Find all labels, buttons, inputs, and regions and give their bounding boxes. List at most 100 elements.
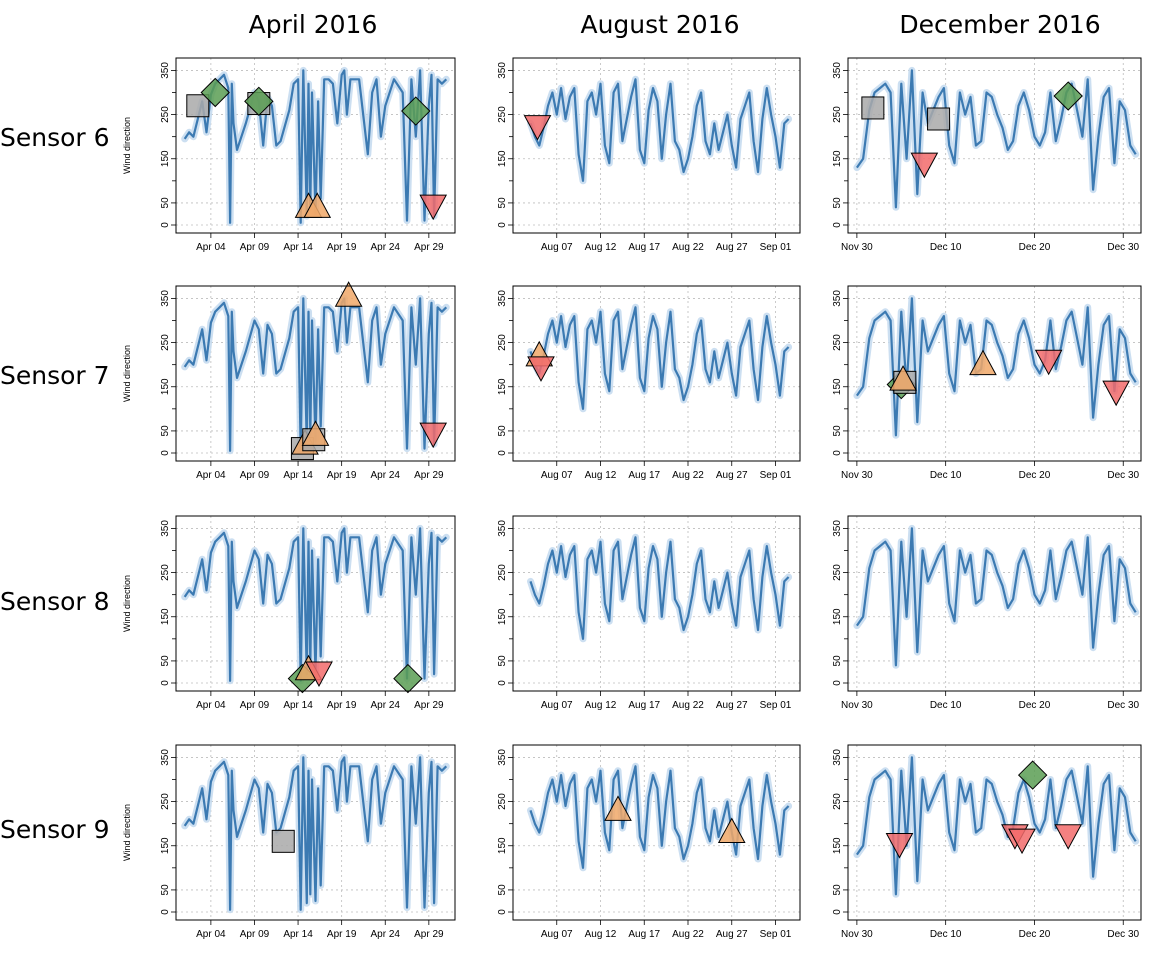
marker-diamond: [200, 77, 230, 108]
y-tick-label: 350: [497, 749, 508, 766]
x-tick-label: Aug 07: [541, 700, 573, 711]
y-tick-label: 0: [160, 222, 171, 228]
y-tick-label: 50: [497, 197, 508, 209]
y-tick-label: 150: [160, 378, 171, 395]
y-tick-label: 250: [160, 334, 171, 351]
x-tick-label: Aug 27: [716, 700, 748, 711]
y-tick-label: 350: [832, 520, 843, 537]
chart-panels: 0 50 150 250 350 Apr 04 Apr 09 Apr 14 Apr 19 Apr …: [122, 57, 1142, 940]
marker-square: [861, 96, 885, 120]
y-tick-label: 50: [832, 655, 843, 667]
y-tick-label: 150: [497, 608, 508, 625]
x-tick-label: Apr 04: [196, 242, 226, 253]
y-tick-label: 150: [832, 608, 843, 625]
marker-triangle-up: [301, 420, 330, 446]
x-tick-label: Apr 24: [371, 242, 401, 253]
series-line: [183, 756, 448, 911]
marker-triangle-down: [419, 194, 448, 221]
x-tick-label: Dec 20: [1019, 929, 1051, 940]
marker-diamond: [393, 663, 423, 694]
y-tick-label: 50: [832, 425, 843, 437]
y-axis-label: Wind direction: [122, 345, 132, 402]
x-tick-label: Apr 19: [327, 470, 357, 481]
x-tick-label: Aug 07: [541, 470, 573, 481]
x-tick-label: Nov 30: [841, 700, 873, 711]
y-tick-label: 250: [497, 793, 508, 810]
x-tick-label: Apr 09: [240, 242, 270, 253]
x-tick-label: Apr 19: [327, 242, 357, 253]
plot-frame: [847, 515, 1142, 692]
row-label: Sensor 8: [0, 587, 110, 616]
y-tick-label: 150: [832, 150, 843, 167]
y-tick-label: 0: [497, 680, 508, 686]
y-tick-label: 0: [160, 450, 171, 456]
x-tick-label: Apr 24: [371, 470, 401, 481]
x-tick-label: Dec 20: [1019, 700, 1051, 711]
x-tick-label: Apr 09: [240, 929, 270, 940]
y-tick-label: 50: [160, 884, 171, 896]
y-tick-label: 250: [497, 334, 508, 351]
x-tick-label: Apr 14: [283, 242, 313, 253]
row-label: Sensor 7: [0, 361, 110, 390]
y-tick-label: 350: [832, 749, 843, 766]
y-tick-label: 0: [832, 222, 843, 228]
column-title: April 2016: [249, 10, 378, 39]
chart-panel: 0 50 150 250 350 Nov 30 Dec 10 Dec 20 Dec 30: [832, 515, 1142, 711]
x-tick-label: Apr 14: [283, 700, 313, 711]
marker-triangle-down: [527, 356, 555, 382]
y-tick-label: 50: [497, 884, 508, 896]
x-tick-label: Nov 30: [841, 470, 873, 481]
x-tick-label: Aug 17: [628, 929, 660, 940]
marker-triangle-down: [305, 661, 333, 688]
x-tick-label: Dec 10: [930, 242, 962, 253]
y-tick-label: 0: [497, 222, 508, 228]
chart-panel: 0 50 150 250 350 Apr 04 Apr 09 Apr 14 Apr 19 Apr …: [122, 744, 456, 940]
series-line: [529, 306, 790, 410]
x-tick-label: Aug 27: [716, 470, 748, 481]
series-line: [183, 297, 448, 452]
plot-frame: [847, 744, 1142, 921]
row-label: Sensor 6: [0, 123, 110, 152]
plot-frame: [175, 744, 456, 921]
x-tick-label: Apr 14: [283, 470, 313, 481]
plot-frame: [847, 285, 1142, 462]
x-tick-label: Dec 30: [1107, 242, 1139, 253]
row-labels: Sensor 6 Sensor 7 Sensor 8 Sensor 9: [0, 123, 110, 844]
plot-frame: [175, 57, 456, 234]
plot-frame: [512, 285, 801, 462]
y-tick-label: 50: [160, 197, 171, 209]
marker-square: [927, 107, 951, 131]
y-tick-label: 350: [497, 62, 508, 79]
y-tick-label: 50: [160, 425, 171, 437]
series-line: [529, 78, 790, 182]
x-tick-label: Sep 01: [760, 470, 792, 481]
marker-triangle-up: [717, 817, 746, 843]
y-tick-label: 150: [832, 837, 843, 854]
chart-panel: 0 50 150 250 350 Nov 30 Dec 10 Dec 20 Dec 30: [832, 285, 1142, 481]
x-tick-label: Apr 19: [327, 700, 357, 711]
y-tick-label: 0: [160, 680, 171, 686]
x-tick-label: Apr 24: [371, 929, 401, 940]
marker-triangle-down: [910, 152, 939, 179]
y-axis-label: Wind direction: [122, 117, 132, 174]
y-tick-label: 50: [497, 655, 508, 667]
x-tick-label: Apr 19: [327, 929, 357, 940]
x-tick-label: Apr 29: [414, 242, 444, 253]
y-tick-label: 50: [160, 655, 171, 667]
chart-panel: 0 50 150 250 350 Nov 30 Dec 10 Dec 20 Dec 30: [832, 57, 1142, 253]
x-tick-label: Apr 04: [196, 929, 226, 940]
y-axis-label: Wind direction: [122, 804, 132, 861]
y-tick-label: 250: [160, 793, 171, 810]
column-title: December 2016: [899, 10, 1100, 39]
x-tick-label: Aug 12: [585, 242, 617, 253]
y-tick-label: 150: [497, 378, 508, 395]
marker-square: [271, 829, 295, 853]
y-tick-label: 150: [832, 378, 843, 395]
row-label: Sensor 9: [0, 815, 110, 844]
marker-triangle-down: [885, 833, 914, 859]
x-tick-label: Sep 01: [760, 242, 792, 253]
chart-panel: 0 50 150 250 350 Apr 04 Apr 09 Apr 14 Apr 19 Apr …: [122, 281, 456, 481]
x-tick-label: Aug 22: [672, 242, 704, 253]
y-tick-label: 250: [497, 106, 508, 123]
column-title: August 2016: [580, 10, 739, 39]
